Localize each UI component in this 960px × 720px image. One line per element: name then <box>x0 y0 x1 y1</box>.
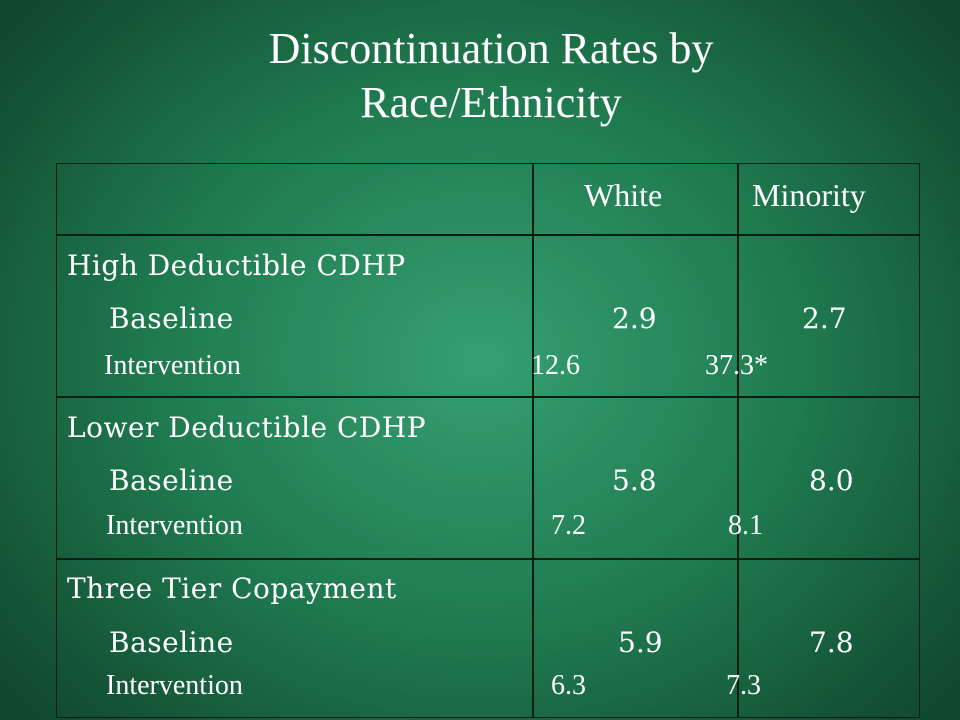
group-label-high-deductible: High Deductible CDHP <box>67 249 406 282</box>
group-label-three-tier: Three Tier Copayment <box>67 572 397 605</box>
value-cell: 12.6 <box>531 350 580 381</box>
intervention-label: Intervention <box>104 350 241 381</box>
baseline-label: Baseline <box>109 464 234 497</box>
header-white: White <box>584 177 663 213</box>
column-divider-1 <box>532 164 534 717</box>
baseline-label: Baseline <box>109 302 234 335</box>
value-cell: 6.3 <box>551 670 586 701</box>
value-cell: 8.0 <box>809 464 854 497</box>
value-cell: 7.2 <box>551 510 586 541</box>
baseline-label: Baseline <box>109 626 234 659</box>
slide-title: Discontinuation Rates by Race/Ethnicity <box>0 22 960 130</box>
value-cell: 2.9 <box>612 302 657 335</box>
value-cell: 7.8 <box>809 626 854 659</box>
intervention-label: Intervention <box>106 510 243 541</box>
title-line-2: Race/Ethnicity <box>360 78 622 127</box>
intervention-label: Intervention <box>106 670 243 701</box>
header-minority: Minority <box>752 177 866 213</box>
value-cell: 2.7 <box>802 302 847 335</box>
title-line-1: Discontinuation Rates by <box>268 24 714 73</box>
column-divider-2 <box>737 164 739 717</box>
value-cell: 37.3* <box>705 350 768 381</box>
value-cell: 7.3 <box>726 670 761 701</box>
value-cell: 5.9 <box>618 626 663 659</box>
row-divider-3 <box>57 558 919 560</box>
value-cell: 8.1 <box>728 510 763 541</box>
row-divider-2 <box>57 396 919 398</box>
group-label-lower-deductible: Lower Deductible CDHP <box>67 411 427 444</box>
row-divider-1 <box>57 234 919 236</box>
discontinuation-table: White Minority High Deductible CDHP Base… <box>56 163 920 718</box>
value-cell: 5.8 <box>612 464 657 497</box>
